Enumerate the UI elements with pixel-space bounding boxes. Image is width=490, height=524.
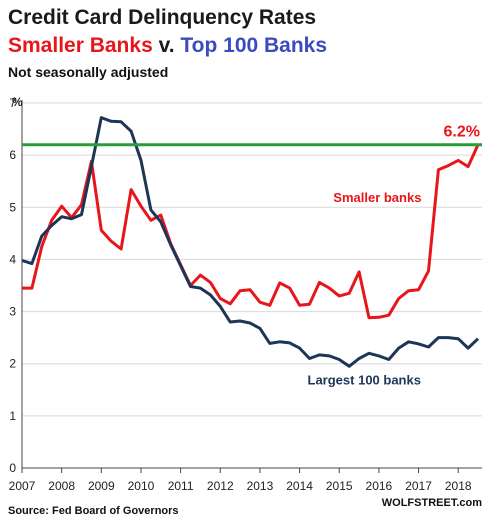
- y-tick-label: 7: [9, 96, 16, 110]
- x-tick-label: 2008: [48, 479, 75, 493]
- annotation-smaller-banks: Smaller banks: [333, 190, 421, 205]
- y-tick-label: 5: [9, 200, 16, 214]
- reference-line-label: 6.2%: [444, 124, 480, 141]
- annotation-largest-banks: Largest 100 banks: [308, 373, 421, 388]
- chart-note: Not seasonally adjusted: [8, 64, 169, 80]
- y-tick-label: 3: [9, 305, 16, 319]
- series-line-largest-banks: [21, 116, 480, 368]
- y-tick-label: 0: [9, 461, 16, 475]
- axes: [21, 100, 482, 469]
- chart-subtitle: Smaller Banks v. Top 100 Banks: [8, 34, 327, 58]
- y-tick-label: 1: [9, 409, 16, 423]
- brand-label: WOLFSTREET.com: [382, 497, 482, 509]
- x-tick-label: 2012: [207, 479, 234, 493]
- y-axis-label: %: [12, 95, 23, 109]
- x-tick-label: 2007: [9, 479, 36, 493]
- x-tick-label: 2016: [366, 479, 393, 493]
- x-tick-label: 2010: [128, 479, 155, 493]
- x-tick-label: 2013: [247, 479, 274, 493]
- series-lines: [21, 116, 480, 368]
- y-tick-label: 2: [9, 357, 16, 371]
- x-tick-label: 2017: [405, 479, 432, 493]
- subtitle-top-banks: Top 100 Banks: [180, 34, 328, 57]
- chart-title: Credit Card Delinquency Rates: [8, 6, 317, 29]
- subtitle-versus: v.: [152, 34, 181, 57]
- subtitle-small-banks: Smaller Banks: [8, 34, 153, 57]
- y-tick-label: 4: [9, 252, 16, 266]
- x-tick-label: 2011: [168, 479, 194, 493]
- y-tick-label: 6: [9, 148, 16, 162]
- x-tick-label: 2015: [326, 479, 353, 493]
- source-note: Source: Fed Board of Governors: [8, 505, 179, 517]
- x-tick-labels: 2007 2008 2009 2010 2011 2012 2013 2014 2015 2016…: [9, 468, 472, 493]
- series-line-smaller-banks: [22, 144, 480, 320]
- y-tick-labels: 0 1 2 3 4 5 6 7: [9, 96, 16, 475]
- x-tick-label: 2014: [286, 479, 313, 493]
- gridlines: [22, 102, 482, 417]
- x-tick-label: 2018: [445, 479, 472, 493]
- x-tick-label: 2009: [88, 479, 115, 493]
